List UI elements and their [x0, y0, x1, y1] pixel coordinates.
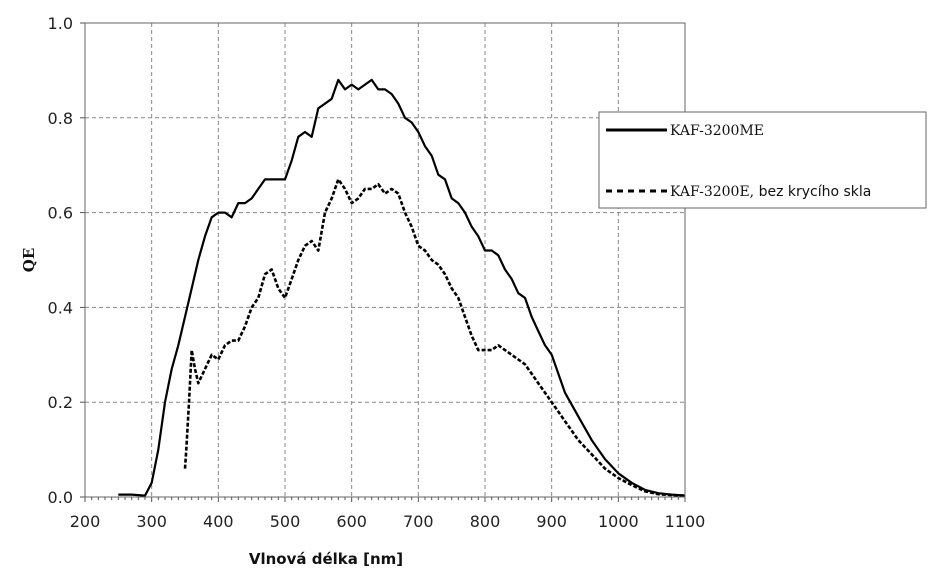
x-tick-label: 700: [403, 512, 434, 531]
legend: KAF-3200ME KAF-3200E, bez krycího skla: [598, 111, 927, 209]
y-tick-label: 1.0: [48, 14, 73, 33]
plot-frame: [84, 22, 686, 498]
series-line-kaf-3200e: [183, 178, 686, 497]
y-axis-ticks: 0.0 0.2 0.4 0.6 0.8 1.0: [48, 14, 85, 507]
x-tick-label: 1000: [598, 512, 639, 531]
legend-label-kaf-3200e-part2: bez krycího skla: [754, 184, 871, 200]
legend-label-kaf-3200me: KAF-3200ME: [670, 123, 764, 139]
x-tick-label: 200: [70, 512, 101, 531]
legend-label-kaf-3200e: KAF-3200E, bez krycího skla: [670, 184, 871, 200]
legend-label-kaf-3200e-part1: KAF-3200E,: [670, 184, 754, 200]
y-tick-label: 0.6: [48, 204, 73, 223]
y-tick-label: 0.8: [48, 109, 73, 128]
x-tick-label: 800: [470, 512, 501, 531]
grid-lines: [85, 23, 685, 497]
y-tick-label: 0.4: [48, 298, 73, 317]
x-tick-label: 1100: [665, 512, 706, 531]
x-tick-label: 300: [136, 512, 167, 531]
x-tick-label: 500: [270, 512, 301, 531]
series-group: [118, 78, 686, 497]
x-tick-label: 600: [336, 512, 367, 531]
x-axis-label: Vlnová délka [nm]: [249, 550, 403, 568]
x-tick-label: 900: [536, 512, 567, 531]
series-line-kaf-3200me: [118, 78, 686, 497]
y-tick-label: 0.2: [48, 393, 73, 412]
x-axis-ticks: 200 300 400 500 600 700 800 900 1000 1100: [70, 497, 706, 531]
x-tick-label: 400: [203, 512, 234, 531]
y-tick-label: 0.0: [48, 488, 73, 507]
y-axis-label: QE: [20, 248, 38, 273]
